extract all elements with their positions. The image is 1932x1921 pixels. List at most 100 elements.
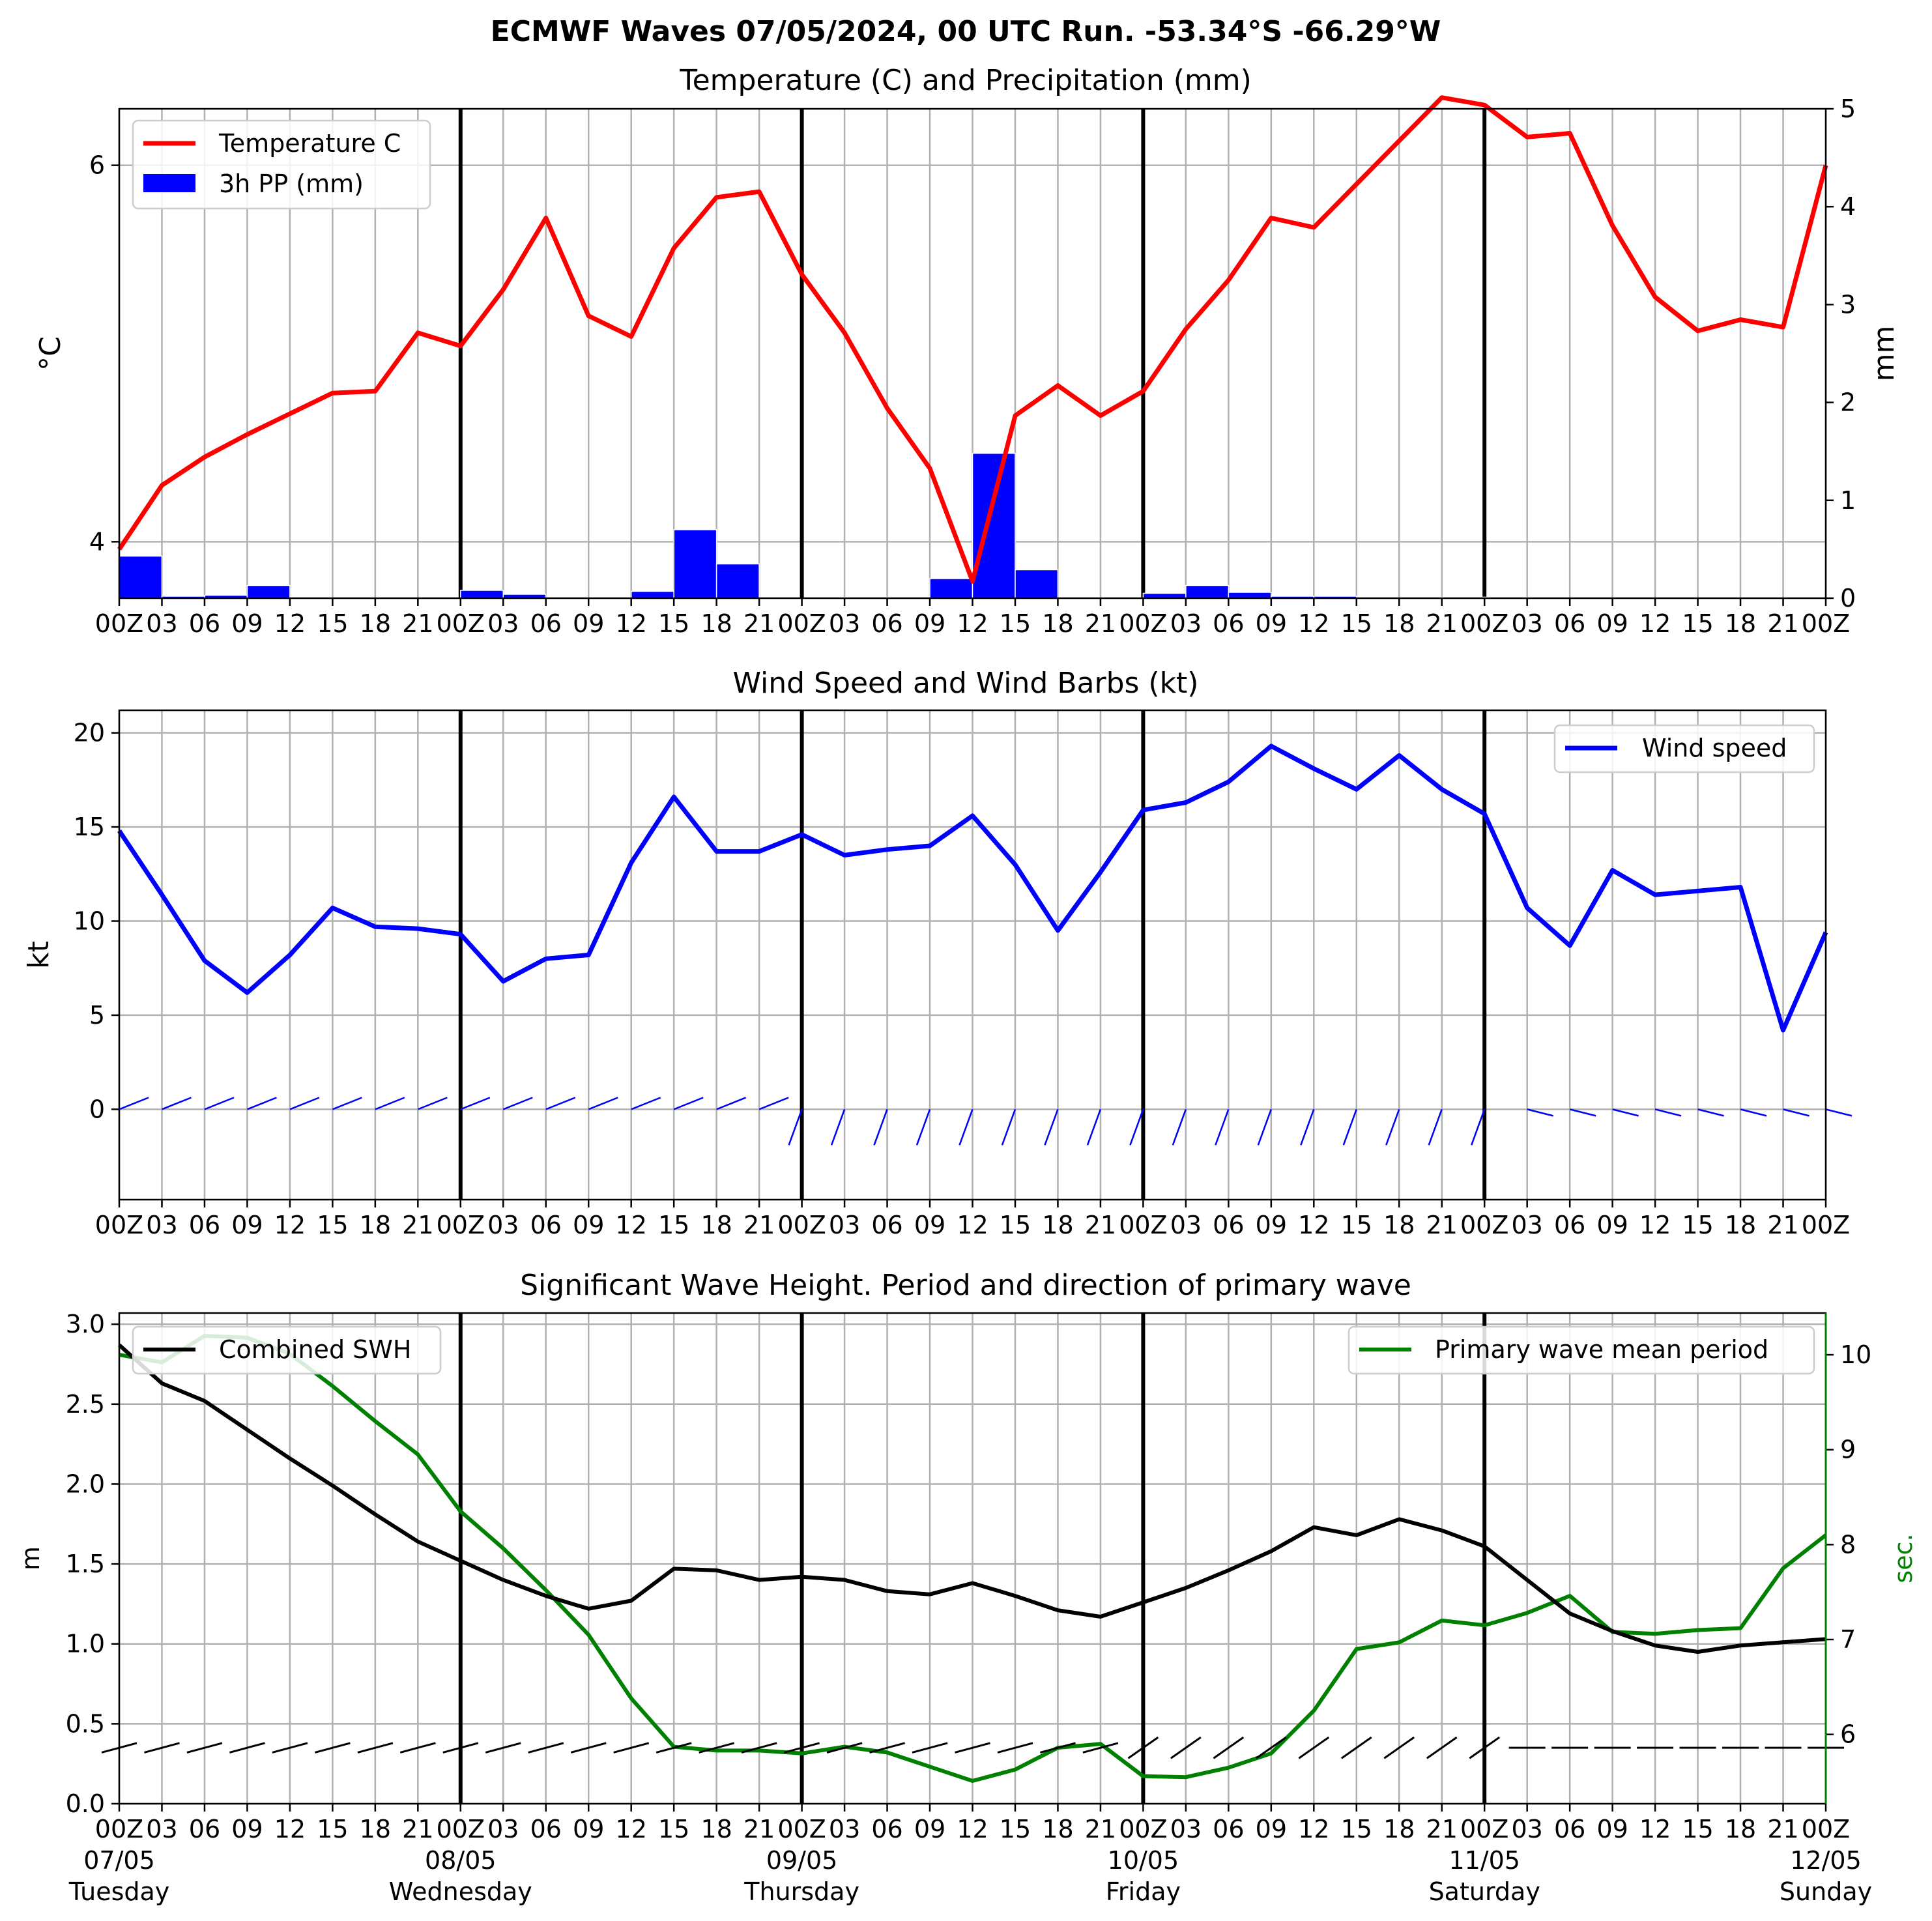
x-tick-label: 15 [1682,1815,1713,1843]
x-tick-label: 09 [914,609,945,638]
x-tick-label: 06 [189,609,220,638]
x-tick-label: 03 [1170,1815,1202,1843]
x-tick-label: 03 [829,609,860,638]
y-tick-label: 6 [89,151,105,180]
wave-direction-arrow [528,1742,564,1754]
x-tick-label: 21 [1767,1815,1798,1843]
legend: Wind speed [1553,724,1815,773]
x-tick-label: 18 [1042,609,1073,638]
precip-bar [1228,592,1272,599]
x-tick-label: 15 [1682,609,1713,638]
x-tick-label: 00Z [95,1815,143,1843]
wind-barb [1612,1108,1639,1117]
x-tick-label: 00Z [777,1815,826,1843]
x-tick-label: 21 [1426,609,1458,638]
wind-barb [119,1097,149,1110]
x-tick-label: 18 [1383,609,1415,638]
y2-tick-label: 1 [1840,486,1856,515]
day-name-label: Friday [1106,1877,1181,1906]
wave-height-line [117,1343,1826,1654]
legend-label-temperature: Temperature C [218,129,401,158]
wind-barb [1527,1108,1553,1117]
y-tick-label: 4 [89,527,105,556]
wave-direction-arrow [1040,1742,1076,1754]
x-tick-label: 12 [274,1211,306,1239]
wave-direction-arrow [784,1742,820,1754]
wave-direction-arrow [1170,1736,1202,1759]
x-tick-label: 06 [530,1815,562,1843]
x-tick-label: 09 [573,1211,604,1239]
temperature-precipitation-panel: Temperature (C) and Precipitation (mm) 4 6… [34,64,1901,638]
wind-barb [375,1097,405,1110]
x-tick-label: 15 [1000,1815,1031,1843]
x-tick-label: 12 [957,1815,988,1843]
x-tick-label: 03 [829,1211,860,1239]
x-tick-label: 18 [1725,1211,1756,1239]
legend-swatch-precip [143,174,195,192]
x-tick-label: 12 [1639,1211,1671,1239]
x-tick-label: 03 [1511,1815,1542,1843]
panel-title: Significant Wave Height. Period and dire… [520,1269,1411,1302]
wave-direction-arrow [399,1742,436,1754]
y-tick-label: 2.5 [66,1390,105,1419]
temperature-line [117,95,1828,584]
x-tick-label: 00Z [1119,1211,1167,1239]
panel-title: Temperature (C) and Precipitation (mm) [679,64,1252,97]
y2-tick-label: 9 [1840,1436,1856,1464]
y-axis-label: kt [22,941,55,969]
wind-barb [332,1097,362,1110]
x-tick-label: 06 [1213,609,1244,638]
precip-bar [630,590,674,599]
x-tick-label: 00Z [95,609,143,638]
x-tick-label: 06 [871,1211,902,1239]
precip-bar [460,590,504,599]
y2-tick-label: 4 [1840,192,1856,221]
x-tick-label: 00Z [95,1211,143,1239]
y2-tick-label: 2 [1840,388,1856,417]
y-tick-label: 0 [89,1095,105,1123]
x-tick-label: 06 [1554,1815,1585,1843]
day-name-label: Wednesday [389,1877,532,1906]
wind-barb [916,1108,931,1146]
wave-direction-arrow [1256,1736,1287,1759]
x-tick-label: 00Z [1460,1815,1508,1843]
x-tick-label: 09 [573,609,604,638]
x-tick-label: 09 [231,1815,263,1843]
legend-box [132,1325,442,1375]
wave-direction-arrow [1383,1736,1415,1759]
wave-direction-arrow [656,1742,692,1754]
wind-barb [631,1097,661,1110]
x-tick-label: 09 [1596,1211,1628,1239]
x-tick-label: 12 [1298,609,1329,638]
wave-period-line [119,1334,1827,1783]
x-tick-label: 06 [1554,1211,1585,1239]
x-tick-label: 09 [1256,609,1287,638]
wind-barb [1740,1108,1767,1117]
wind-barb [545,1097,576,1110]
x-tick-label: 00Z [1460,1211,1508,1239]
x-tick-label: 06 [1213,1815,1244,1843]
precip-bar [246,585,291,599]
legend-box [1553,724,1815,773]
x-tick-label: 18 [360,609,391,638]
x-tick-label: 03 [487,1815,519,1843]
wind-barb [1129,1108,1144,1146]
wave-direction-arrow [613,1742,650,1754]
wave-direction-arrow [570,1742,607,1754]
x-tick-label: 03 [1511,1211,1542,1239]
x-tick-label: 06 [530,1211,562,1239]
x-tick-label: 12 [1639,609,1671,638]
wind-barb [289,1097,320,1110]
wind-barb [830,1108,846,1146]
x-tick-label: 00Z [1802,1211,1850,1239]
x-tick-label: 21 [1426,1815,1458,1843]
x-tick-label: 12 [1639,1815,1671,1843]
y2-axis-label: mm [1867,326,1901,382]
x-tick-label: 03 [487,609,519,638]
day-name-label: Saturday [1429,1877,1540,1906]
x-tick-label: 21 [1085,1211,1116,1239]
x-tick-label: 06 [1554,609,1585,638]
x-tick-label: 00Z [1802,609,1850,638]
wave-direction-arrow [1082,1742,1119,1754]
